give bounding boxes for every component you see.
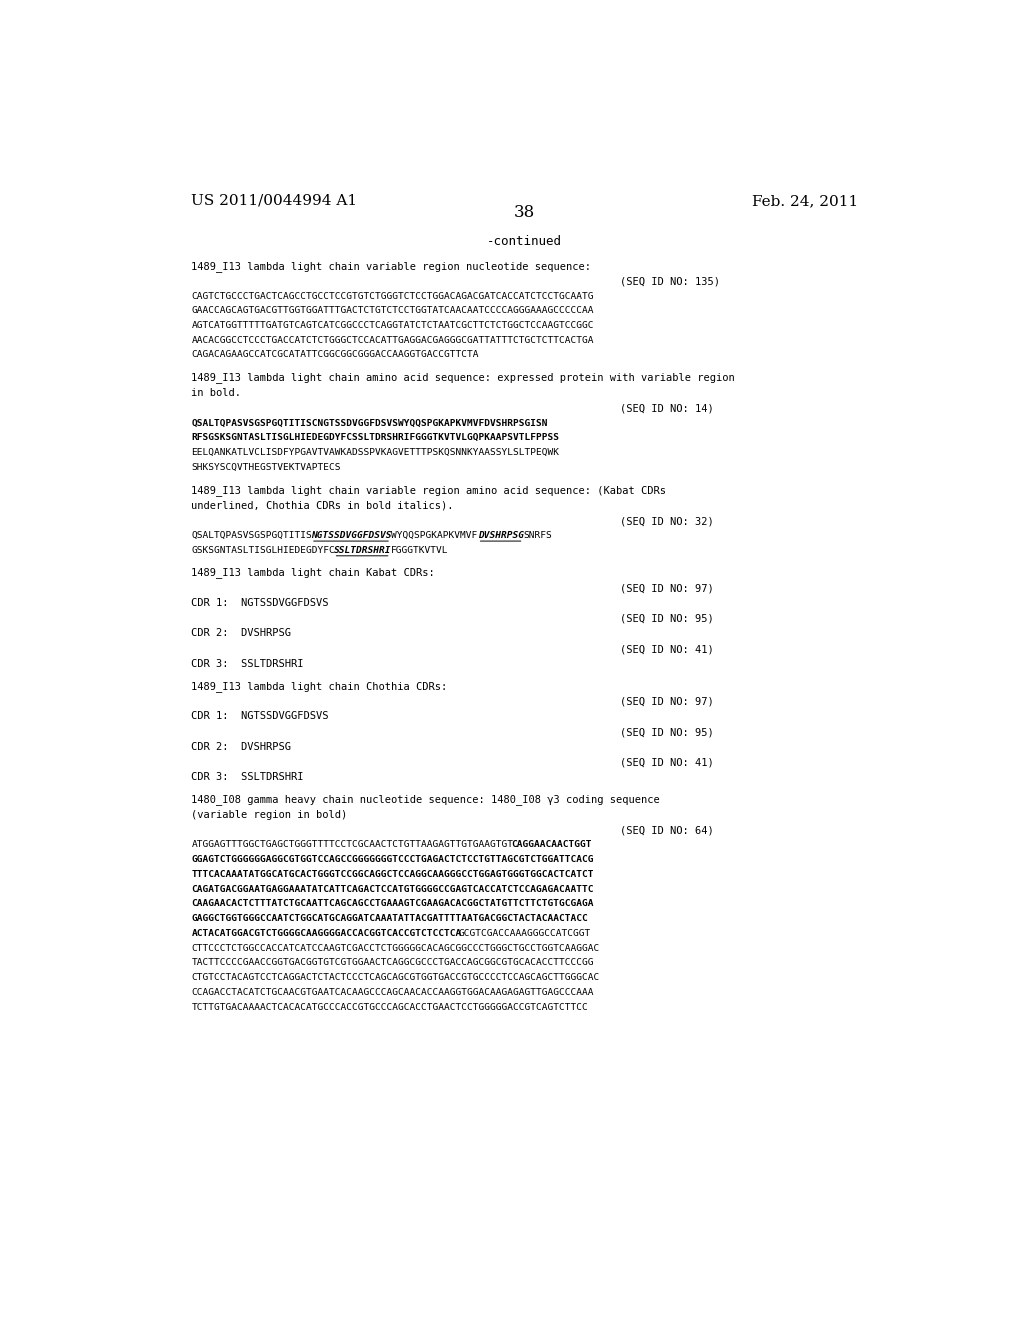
Text: FGGGTKVTVL: FGGGTKVTVL [391,545,449,554]
Text: TTTCACAAATATGGCATGCACTGGGTCCGGCAGGCTCCAGGCAAGGGCCTGGAGTGGGTGGCACTCATCT: TTTCACAAATATGGCATGCACTGGGTCCGGCAGGCTCCAG… [191,870,594,879]
Text: RFSGSKSGNTASLTISGLHIEDEGDYFCSSLTDRSHRIFGGGTKVTVLGQPKAAPSVTLFPPSS: RFSGSKSGNTASLTISGLHIEDEGDYFCSSLTDRSHRIFG… [191,433,559,442]
Text: (SEQ ID NO: 41): (SEQ ID NO: 41) [620,758,714,767]
Text: CAGGAACAACTGGT: CAGGAACAACTGGT [511,841,592,849]
Text: GCGTCGACCAAAGGGCCATCGGT: GCGTCGACCAAAGGGCCATCGGT [459,929,591,937]
Text: AGTCATGGTTTTTGATGTCAGTCATCGGCCCTCAGGTATCTCTAATCGCTTCTCTGGCTCCAAGTCCGGC: AGTCATGGTTTTTGATGTCAGTCATCGGCCCTCAGGTATC… [191,321,594,330]
Text: CAGATGACGGAATGAGGAAATATCATTCAGACTCCATGTGGGGCCGAGTCACCATCTCCAGAGACAATTC: CAGATGACGGAATGAGGAAATATCATTCAGACTCCATGTG… [191,884,594,894]
Text: CTTCCCTCTGGCCACCATCATCCAAGTCGACCTCTGGGGGCACAGCGGCCCTGGGCTGCCTGGTCAAGGAC: CTTCCCTCTGGCCACCATCATCCAAGTCGACCTCTGGGGG… [191,944,600,953]
Text: SSLTDRSHRI: SSLTDRSHRI [334,545,391,554]
Text: GSKSGNTASLTISGLHIEDEGDYFC: GSKSGNTASLTISGLHIEDEGDYFC [191,545,335,554]
Text: (variable region in bold): (variable region in bold) [191,810,348,820]
Text: (SEQ ID NO: 97): (SEQ ID NO: 97) [620,583,714,593]
Text: (SEQ ID NO: 41): (SEQ ID NO: 41) [620,644,714,655]
Text: CAGACAGAAGCCATCGCATATTCGGCGGCGGGACCAAGGTGACCGTTCTA: CAGACAGAAGCCATCGCATATTCGGCGGCGGGACCAAGGT… [191,351,479,359]
Text: WYQQSPGKAPKVMVF: WYQQSPGKAPKVMVF [391,531,477,540]
Text: CDR 1:  NGTSSDVGGFDSVS: CDR 1: NGTSSDVGGFDSVS [191,598,329,609]
Text: 1489_I13 lambda light chain Kabat CDRs:: 1489_I13 lambda light chain Kabat CDRs: [191,568,435,578]
Text: GAACCAGCAGTGACGTTGGTGGATTTGACTCTGTCTCCTGGTATCAACAATCCCCAGGGAAAGCCCCCAA: GAACCAGCAGTGACGTTGGTGGATTTGACTCTGTCTCCTG… [191,306,594,315]
Text: -continued: -continued [487,235,562,248]
Text: US 2011/0044994 A1: US 2011/0044994 A1 [191,194,357,209]
Text: CDR 3:  SSLTDRSHRI: CDR 3: SSLTDRSHRI [191,659,304,669]
Text: ATGGAGTTTGGCTGAGCTGGGTTTTCCTCGCAACTCTGTTAAGAGTTGTGAAGTGT: ATGGAGTTTGGCTGAGCTGGGTTTTCCTCGCAACTCTGTT… [191,841,513,849]
Text: 1489_I13 lambda light chain variable region nucleotide sequence:: 1489_I13 lambda light chain variable reg… [191,261,592,272]
Text: SNRFS: SNRFS [523,531,552,540]
Text: underlined, Chothia CDRs in bold italics).: underlined, Chothia CDRs in bold italics… [191,500,454,511]
Text: Feb. 24, 2011: Feb. 24, 2011 [752,194,858,209]
Text: (SEQ ID NO: 32): (SEQ ID NO: 32) [620,516,714,527]
Text: GGAGTCTGGGGGGAGGCGTGGTCCAGCCGGGGGGGTCCCTGAGACTCTCCTGTTAGCGTCTGGATTCACG: GGAGTCTGGGGGGAGGCGTGGTCCAGCCGGGGGGGTCCCT… [191,855,594,865]
Text: 1489_I13 lambda light chain Chothia CDRs:: 1489_I13 lambda light chain Chothia CDRs… [191,681,447,692]
Text: AACACGGCCTCCCTGACCATCTCTGGGCTCCACATTGAGGACGAGGGCGATTATTTCTGCTCTTCACTGA: AACACGGCCTCCCTGACCATCTCTGGGCTCCACATTGAGG… [191,335,594,345]
Text: 1489_I13 lambda light chain variable region amino acid sequence: (Kabat CDRs: 1489_I13 lambda light chain variable reg… [191,484,667,495]
Text: 1489_I13 lambda light chain amino acid sequence: expressed protein with variable: 1489_I13 lambda light chain amino acid s… [191,372,735,383]
Text: CAGTCTGCCCTGACTCAGCCTGCCTCCGTGTCTGGGTCTCCTGGACAGACGATCACCATCTCCTGCAATG: CAGTCTGCCCTGACTCAGCCTGCCTCCGTGTCTGGGTCTC… [191,292,594,301]
Text: in bold.: in bold. [191,388,242,399]
Text: CDR 3:  SSLTDRSHRI: CDR 3: SSLTDRSHRI [191,772,304,783]
Text: ACTACATGGACGTCTGGGGCAAGGGGACCACGGTCACCGTCTCCTCA: ACTACATGGACGTCTGGGGCAAGGGGACCACGGTCACCGT… [191,929,462,937]
Text: CDR 2:  DVSHRPSG: CDR 2: DVSHRPSG [191,742,292,752]
Text: GAGGCTGGTGGGCCAATCTGGCATGCAGGATCAAATATTACGATTTTAATGACGGCTACTACAACTACC: GAGGCTGGTGGGCCAATCTGGCATGCAGGATCAAATATTA… [191,913,588,923]
Text: CAAGAACACTCTTTATCTGCAATTCAGCAGCCTGAAAGTCGAAGACACGGCTATGTTCTTCTGTGCGAGA: CAAGAACACTCTTTATCTGCAATTCAGCAGCCTGAAAGTC… [191,899,594,908]
Text: (SEQ ID NO: 97): (SEQ ID NO: 97) [620,697,714,706]
Text: (SEQ ID NO: 95): (SEQ ID NO: 95) [620,614,714,624]
Text: QSALTQPASVSGSPGQTITISCNGTSSDVGGFDSVSWYQQSPGKAPKVMVFDVSHRPSGISN: QSALTQPASVSGSPGQTITISCNGTSSDVGGFDSVSWYQQ… [191,418,548,428]
Text: EELQANKATLVCLISDFYPGAVTVAWKADSSPVKAGVETTTPSKQSNNKYAASSYLSLTPEQWK: EELQANKATLVCLISDFYPGAVTVAWKADSSPVKAGVETT… [191,447,559,457]
Text: 1480_I08 gamma heavy chain nucleotide sequence: 1480_I08 γ3 coding sequence: 1480_I08 gamma heavy chain nucleotide se… [191,795,660,805]
Text: CDR 2:  DVSHRPSG: CDR 2: DVSHRPSG [191,628,292,639]
Text: DVSHRPSG: DVSHRPSG [477,531,523,540]
Text: (SEQ ID NO: 95): (SEQ ID NO: 95) [620,727,714,737]
Text: QSALTQPASVSGSPGQTITIS: QSALTQPASVSGSPGQTITIS [191,531,312,540]
Text: (SEQ ID NO: 64): (SEQ ID NO: 64) [620,826,714,836]
Text: NGTSSDVGGFDSVS: NGTSSDVGGFDSVS [311,531,391,540]
Text: TACTTCCCCGAACCGGTGACGGTGTCGTGGAACTCAGGCGCCCTGACCAGCGGCGTGCACACCTTCCCGG: TACTTCCCCGAACCGGTGACGGTGTCGTGGAACTCAGGCG… [191,958,594,968]
Text: CDR 1:  NGTSSDVGGFDSVS: CDR 1: NGTSSDVGGFDSVS [191,711,329,721]
Text: 38: 38 [514,205,536,222]
Text: CCAGACCTACATCTGCAACGTGAATCACAAGCCCAGCAACACCAAGGTGGACAAGAGAGTTGAGCCCAAA: CCAGACCTACATCTGCAACGTGAATCACAAGCCCAGCAAC… [191,987,594,997]
Text: (SEQ ID NO: 14): (SEQ ID NO: 14) [620,404,714,414]
Text: TCTTGTGACAAAACTCACACATGCCCACCGTGCCCAGCACCTGAACTCCTGGGGGACCGTCAGTCTTCC: TCTTGTGACAAAACTCACACATGCCCACCGTGCCCAGCAC… [191,1002,588,1011]
Text: (SEQ ID NO: 135): (SEQ ID NO: 135) [620,277,720,286]
Text: CTGTCCTACAGTCCTCAGGACTCTACTCCCTCAGCAGCGTGGTGACCGTGCCCCTCCAGCAGCTTGGGCAC: CTGTCCTACAGTCCTCAGGACTCTACTCCCTCAGCAGCGT… [191,973,600,982]
Text: SHKSYSCQVTHEGSTVEKTVAPTECS: SHKSYSCQVTHEGSTVEKTVAPTECS [191,463,341,471]
